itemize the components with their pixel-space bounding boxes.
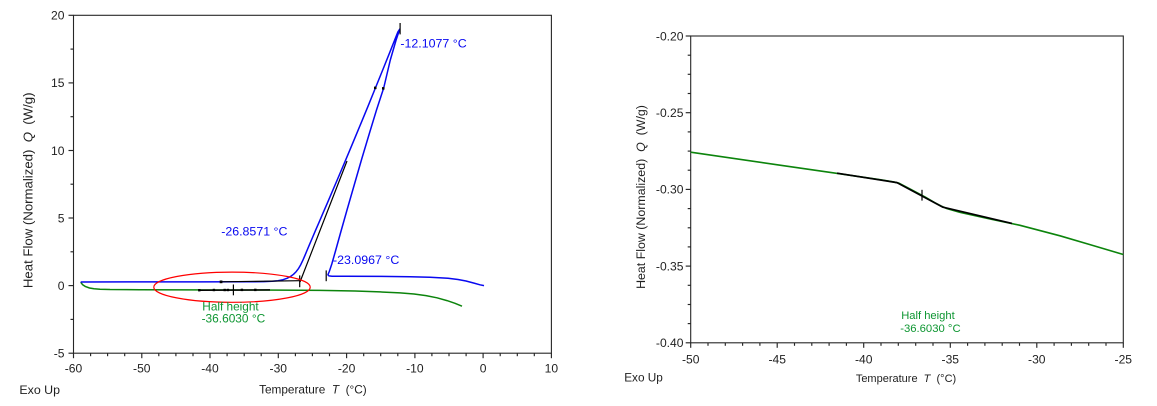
svg-text:-0.30: -0.30 bbox=[656, 183, 684, 197]
svg-text:-25: -25 bbox=[1115, 352, 1133, 366]
svg-text:Exo Up: Exo Up bbox=[19, 383, 60, 397]
svg-text:20: 20 bbox=[51, 9, 65, 23]
svg-text:-0.25: -0.25 bbox=[656, 106, 684, 120]
svg-text:Half height: Half height bbox=[202, 300, 259, 314]
svg-text:-23.0967 °C: -23.0967 °C bbox=[333, 253, 399, 267]
svg-text:-40: -40 bbox=[855, 352, 873, 366]
svg-text:Temperature T (°C): Temperature T (°C) bbox=[259, 382, 367, 396]
svg-text:10: 10 bbox=[51, 144, 65, 158]
svg-text:-0.40: -0.40 bbox=[656, 336, 684, 350]
svg-text:-0.35: -0.35 bbox=[656, 259, 684, 273]
svg-text:-0.20: -0.20 bbox=[656, 29, 684, 43]
svg-text:Temperature T (°C): Temperature T (°C) bbox=[856, 373, 956, 385]
svg-text:10: 10 bbox=[545, 361, 559, 375]
svg-text:-40: -40 bbox=[201, 361, 219, 375]
svg-text:-26.8571 °C: -26.8571 °C bbox=[221, 225, 287, 239]
svg-text:Heat Flow (Normalized) Q (W/: Heat Flow (Normalized) Q (W/g) bbox=[634, 105, 648, 289]
svg-text:-50: -50 bbox=[682, 352, 700, 366]
svg-text:-36.6030 °C: -36.6030 °C bbox=[202, 312, 266, 326]
svg-text:Half height: Half height bbox=[901, 310, 955, 322]
svg-text:-20: -20 bbox=[338, 361, 356, 375]
svg-text:-10: -10 bbox=[406, 361, 424, 375]
svg-text:-5: -5 bbox=[54, 347, 65, 361]
svg-text:-30: -30 bbox=[270, 361, 288, 375]
svg-text:15: 15 bbox=[51, 76, 65, 90]
svg-text:-12.1077 °C: -12.1077 °C bbox=[400, 37, 466, 51]
svg-text:-60: -60 bbox=[65, 361, 83, 375]
svg-text:0: 0 bbox=[480, 361, 487, 375]
svg-text:5: 5 bbox=[58, 211, 65, 225]
svg-text:Heat Flow (Normalized) Q (W/: Heat Flow (Normalized) Q (W/g) bbox=[21, 92, 36, 288]
svg-text:0: 0 bbox=[58, 279, 65, 293]
svg-text:Exo Up: Exo Up bbox=[624, 371, 663, 385]
svg-text:-50: -50 bbox=[133, 361, 151, 375]
svg-text:-35: -35 bbox=[942, 352, 960, 366]
svg-text:-36.6030 °C: -36.6030 °C bbox=[900, 323, 960, 335]
svg-text:-45: -45 bbox=[768, 352, 786, 366]
svg-text:-30: -30 bbox=[1028, 352, 1046, 366]
